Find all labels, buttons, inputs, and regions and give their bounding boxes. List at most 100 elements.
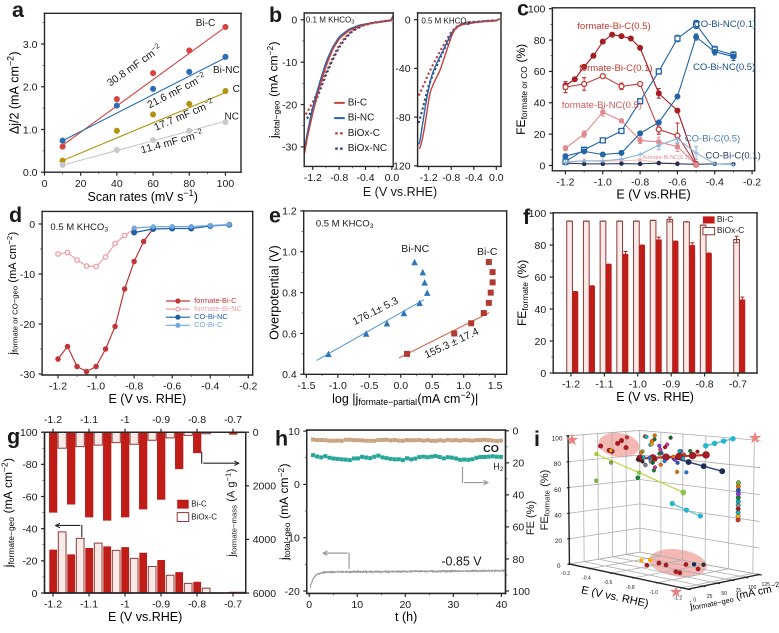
svg-text:c: c <box>517 0 529 21</box>
svg-text:-0.4: -0.4 <box>582 575 591 581</box>
svg-text:-0.4: -0.4 <box>201 381 219 393</box>
svg-text:-0.8: -0.8 <box>631 176 649 188</box>
svg-text:20: 20 <box>534 129 546 141</box>
svg-text:-0.4: -0.4 <box>706 176 724 188</box>
svg-text:F E ( %: F E ( % ) f o r m a t e <box>535 466 554 531</box>
svg-text:Bi-C: Bi-C <box>717 214 734 224</box>
svg-text:-1.2: -1.2 <box>44 599 62 611</box>
svg-text:40: 40 <box>111 178 123 190</box>
svg-text:h: h <box>275 427 288 451</box>
svg-text:-1.2: -1.2 <box>49 381 67 393</box>
svg-text:0.0: 0.0 <box>385 172 400 184</box>
svg-text:125: 125 <box>762 582 771 588</box>
svg-text:E (V vs.RHE): E (V vs.RHE) <box>616 188 690 202</box>
svg-text:-80: -80 <box>22 459 37 471</box>
svg-text:-0.6: -0.6 <box>668 176 686 188</box>
svg-text:-0.8: -0.8 <box>188 414 206 426</box>
svg-text:100: 100 <box>513 586 531 598</box>
svg-text:-1.1: -1.1 <box>80 599 98 611</box>
svg-text:-0.8: -0.8 <box>442 172 460 184</box>
svg-text:100: 100 <box>529 208 547 220</box>
svg-text:1.0: 1.0 <box>282 247 297 259</box>
svg-text:-1.1: -1.1 <box>595 379 613 391</box>
svg-text:e: e <box>269 204 281 228</box>
svg-text:3 0 . 8: 3 0 . 8 m F c m − 2 <box>100 36 164 90</box>
svg-text:j ( m: j ( m A c m ) f o r m a t e − g e o − 2 <box>0 454 18 568</box>
svg-text:-20: -20 <box>282 99 297 111</box>
svg-text:l o g: l o g | j ( m A c m ) | f o r m a t e − … <box>332 385 482 409</box>
svg-text:-1.1: -1.1 <box>80 414 98 426</box>
svg-text:j ( m: j ( m A c m ) t o t a l − g e o − 2 <box>260 37 283 139</box>
svg-text:0: 0 <box>29 219 35 231</box>
svg-text:60: 60 <box>147 178 159 190</box>
svg-text:50: 50 <box>721 591 727 597</box>
svg-text:C: C <box>233 84 240 95</box>
svg-text:2 1 . 6: 2 1 . 6 m F c m − 2 <box>142 64 209 112</box>
svg-text:formate-Bi-NC(0.5): formate-Bi-NC(0.5) <box>562 100 642 111</box>
svg-text:-0.4: -0.4 <box>465 172 483 184</box>
svg-text:40: 40 <box>535 304 547 316</box>
svg-text:1 1 . 4: 1 1 . 4 m F c m − 2 <box>137 120 204 157</box>
svg-text:j ( m: j ( m A c m ) f o r m a t e o r C O − g … <box>0 228 22 356</box>
svg-text:Overpotential (V): Overpotential (V) <box>268 245 282 339</box>
svg-text:-0.8: -0.8 <box>696 379 714 391</box>
svg-text:-10: -10 <box>20 269 35 281</box>
svg-text:-0.7: -0.7 <box>224 599 242 611</box>
svg-text:f: f <box>523 205 531 229</box>
svg-text:E (V vs.RHE): E (V vs.RHE) <box>363 185 437 199</box>
svg-text:4000: 4000 <box>253 534 277 546</box>
svg-text:0 . 5: 0 . 5 M K H C O 3 <box>421 11 470 28</box>
svg-text:0.4: 0.4 <box>282 369 297 381</box>
svg-text:0: 0 <box>253 427 259 439</box>
svg-text:0 . 5: 0 . 5 M K H C O 3 <box>50 217 108 234</box>
svg-text:Bi-C: Bi-C <box>191 500 207 509</box>
svg-text:20: 20 <box>555 538 563 545</box>
svg-text:0: 0 <box>306 599 312 611</box>
svg-text:a: a <box>12 0 25 22</box>
svg-text:-120: -120 <box>390 161 411 173</box>
svg-text:Bi-C: Bi-C <box>477 246 498 258</box>
svg-text:BiOx-NC: BiOx-NC <box>348 143 387 154</box>
svg-text:Δ j / 2: Δ j / 2 ( m A c m ) − 2 <box>1 47 23 134</box>
svg-text:-1.0: -1.0 <box>629 379 647 391</box>
svg-text:0: 0 <box>32 588 38 600</box>
svg-text:BiOx-C: BiOx-C <box>191 512 217 521</box>
svg-text:0: 0 <box>693 597 696 603</box>
svg-text:-10: -10 <box>282 57 297 69</box>
svg-text:-0.6: -0.6 <box>163 381 181 393</box>
svg-text:80: 80 <box>513 554 525 566</box>
svg-text:1.0: 1.0 <box>456 380 471 392</box>
svg-text:S c a n: S c a n r a t e s ( m V s ) − 1 <box>88 183 202 205</box>
svg-text:-30: -30 <box>20 369 35 381</box>
svg-text:CO: CO <box>483 443 499 455</box>
svg-text:-0.9: -0.9 <box>152 599 170 611</box>
svg-text:0 . 1: 0 . 1 M K H C O 3 <box>306 9 355 26</box>
svg-text:formate-Bi-C: formate-Bi-C <box>194 296 237 305</box>
svg-text:75: 75 <box>736 588 742 594</box>
svg-text:-1.0: -1.0 <box>329 380 347 392</box>
svg-text:-0.2: -0.2 <box>239 381 257 393</box>
svg-text:80: 80 <box>183 178 195 190</box>
svg-text:1.5: 1.5 <box>488 380 503 392</box>
svg-text:Bi-NC: Bi-NC <box>213 65 240 76</box>
svg-text:0: 0 <box>557 563 561 570</box>
svg-text:40: 40 <box>496 599 508 611</box>
svg-text:0.8: 0.8 <box>282 287 297 299</box>
svg-text:F E (: F E ( % ) f o r m a t e <box>513 256 532 326</box>
svg-text:b: b <box>269 3 282 27</box>
svg-text:FE (%): FE (%) <box>525 501 537 535</box>
svg-text:40: 40 <box>513 490 525 502</box>
svg-text:10: 10 <box>288 426 300 438</box>
svg-text:-40: -40 <box>22 523 37 535</box>
svg-text:-0.5: -0.5 <box>360 380 378 392</box>
svg-text:100: 100 <box>217 178 235 190</box>
svg-text:25: 25 <box>707 594 713 600</box>
svg-text:0: 0 <box>405 15 411 27</box>
svg-text:60: 60 <box>535 272 547 284</box>
svg-text:100: 100 <box>528 4 546 16</box>
svg-text:CO-Bi-NC(0.1): CO-Bi-NC(0.1) <box>694 19 756 30</box>
svg-text:1.2: 1.2 <box>282 206 297 218</box>
svg-text:-20: -20 <box>285 586 300 598</box>
svg-text:-1.2: -1.2 <box>562 379 580 391</box>
svg-text:0: 0 <box>540 160 546 172</box>
